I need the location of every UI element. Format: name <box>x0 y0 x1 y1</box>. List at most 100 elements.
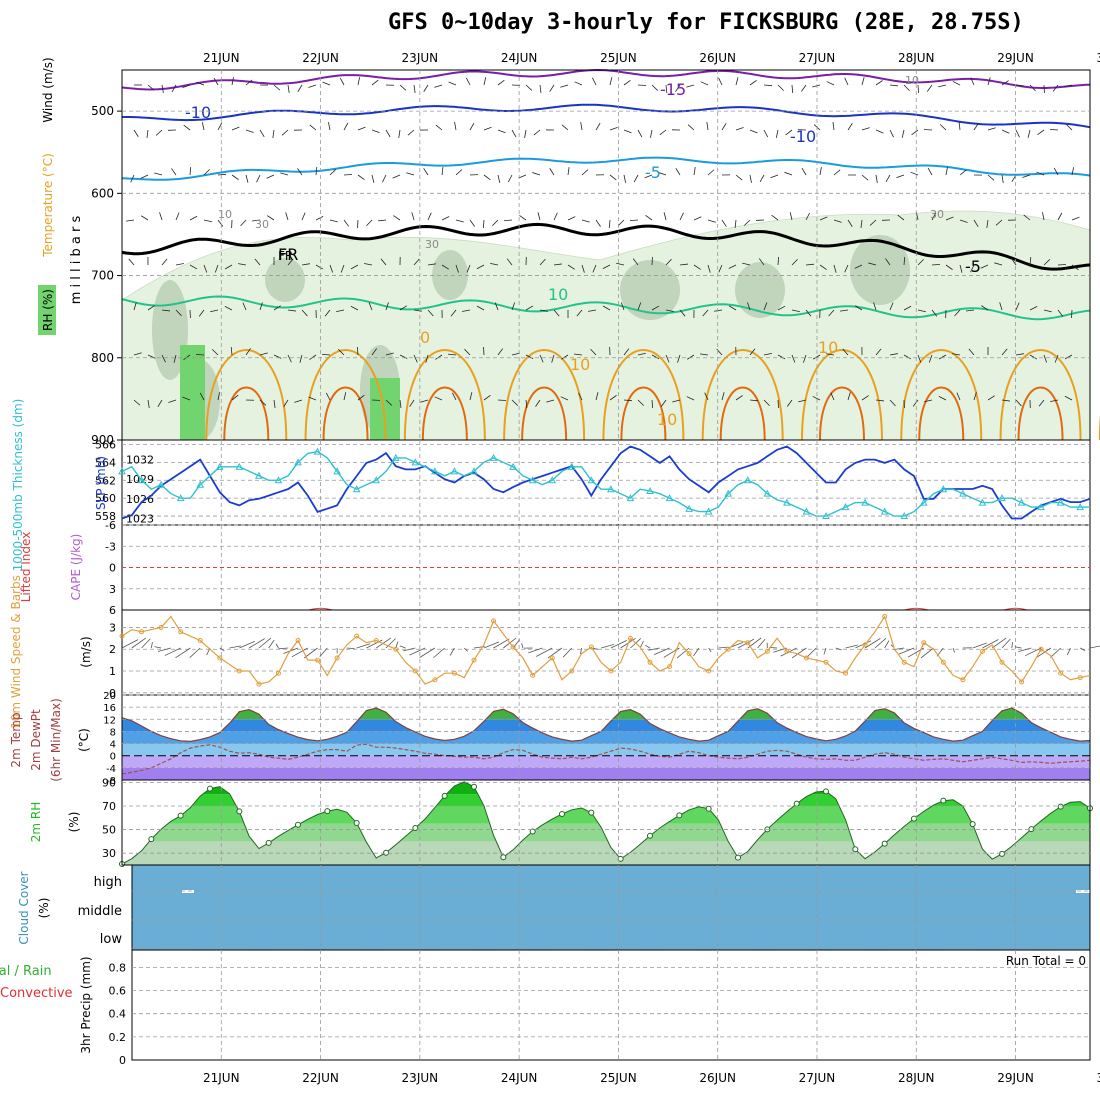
wind-barb <box>595 219 601 227</box>
wind-barb <box>427 309 434 317</box>
wind-barb <box>462 309 471 312</box>
wind-barb <box>161 354 166 363</box>
wind-speed-point <box>256 681 262 687</box>
wind-barb <box>833 264 837 273</box>
wind-barb <box>1027 129 1031 138</box>
wind-barb <box>413 309 422 312</box>
wind-speed-point <box>451 670 457 676</box>
wind-speed-point <box>393 646 399 652</box>
wind-barb <box>749 399 758 402</box>
wind-barb <box>803 354 807 363</box>
wind-barb <box>970 77 975 86</box>
wind-barb <box>1089 645 1100 649</box>
wind-barb <box>939 124 947 131</box>
wind-barb <box>217 173 227 176</box>
wind-barb <box>1052 84 1059 92</box>
wind-barb <box>245 79 253 86</box>
wind-speed-point <box>315 657 321 663</box>
wind-barb <box>1001 348 1008 356</box>
wind-barb <box>371 174 375 183</box>
wind-barb <box>161 309 170 312</box>
wind-barb <box>1029 257 1032 266</box>
wind-barb <box>528 647 543 654</box>
top-date-label: 22JUN <box>302 51 339 65</box>
wind-barb <box>819 216 828 221</box>
wind-barb <box>434 84 443 88</box>
wind-barb <box>675 84 681 92</box>
wind-barb <box>371 129 380 133</box>
rh-point <box>940 797 947 804</box>
wind-barb <box>973 219 979 228</box>
temp-contour-15 <box>620 386 667 441</box>
wind-barb <box>707 219 716 223</box>
wind-barb <box>1015 129 1020 138</box>
wind-barb <box>203 264 208 273</box>
wind-barb <box>141 215 149 221</box>
wind-speed-point <box>725 646 731 652</box>
wind-barb <box>434 396 443 401</box>
temp-contour-10 <box>304 349 387 441</box>
wind-barb <box>183 124 191 131</box>
pressure-tick-label: 500 <box>91 104 114 118</box>
wind-barb <box>309 124 317 131</box>
wind-barb <box>266 174 275 179</box>
wind-barb <box>812 354 821 360</box>
contour-label: 30 <box>930 208 944 221</box>
wind-barb <box>141 638 151 649</box>
wind-barb <box>958 122 961 131</box>
wind-barb <box>147 399 150 408</box>
wind-barb <box>368 302 373 311</box>
wind-barb <box>686 84 695 88</box>
wind-barb <box>693 647 700 657</box>
wind-barb <box>476 264 485 270</box>
wind-barb <box>981 305 989 311</box>
wind-barb <box>189 215 198 221</box>
wind-speed-point <box>882 614 888 620</box>
wind-barb <box>893 647 905 650</box>
wind-barb <box>182 396 191 401</box>
wind-barb <box>931 309 938 317</box>
wind-barb <box>448 353 457 356</box>
thickness-point <box>685 504 693 512</box>
pressure-axis-label: m i l l i b a r s <box>69 216 84 305</box>
wind-speed-point <box>178 629 184 635</box>
wind-speed-point <box>1019 679 1025 685</box>
wind-barb <box>238 263 247 266</box>
wind-barb <box>425 354 429 363</box>
wind-barb <box>441 216 450 221</box>
wind-barb <box>650 129 653 138</box>
wind-barb <box>196 81 205 86</box>
wind-barb <box>168 399 177 403</box>
wind-barb <box>987 77 991 86</box>
wind-barb <box>735 174 743 181</box>
rh-unit-label: (%) <box>67 812 81 833</box>
wind-barb <box>1018 647 1032 653</box>
wind-barb <box>687 124 695 131</box>
wind-barb <box>861 395 869 401</box>
wind-speed-point <box>1038 646 1044 652</box>
wind-barb <box>973 392 977 401</box>
thickness-point <box>939 485 948 493</box>
wind-barb <box>991 637 1007 649</box>
wind-barb <box>464 348 471 356</box>
wind-speed-point <box>217 655 223 661</box>
wind-tick-label: 1 <box>109 665 116 678</box>
wind-barb <box>231 126 240 131</box>
wind-barb <box>154 646 162 649</box>
slp-tick-label: 1023 <box>126 512 154 525</box>
rh-tick-label: 70 <box>102 800 116 813</box>
wind-barb <box>339 77 345 86</box>
wind-barb <box>1022 174 1031 178</box>
wind-barb <box>747 302 751 311</box>
wind-barb <box>789 212 793 221</box>
pressure-tick-label: 700 <box>91 269 114 283</box>
temp-band <box>122 731 1090 744</box>
rh-shade-blob <box>265 258 305 302</box>
precip-tick-label: 0.4 <box>109 1008 127 1021</box>
wind-barb <box>860 219 863 228</box>
thickness-point <box>489 453 498 461</box>
wind-barb <box>423 84 429 92</box>
temp-contour-minus5 <box>121 156 1091 181</box>
wind-barb <box>230 346 233 356</box>
wind-barb <box>512 639 520 649</box>
